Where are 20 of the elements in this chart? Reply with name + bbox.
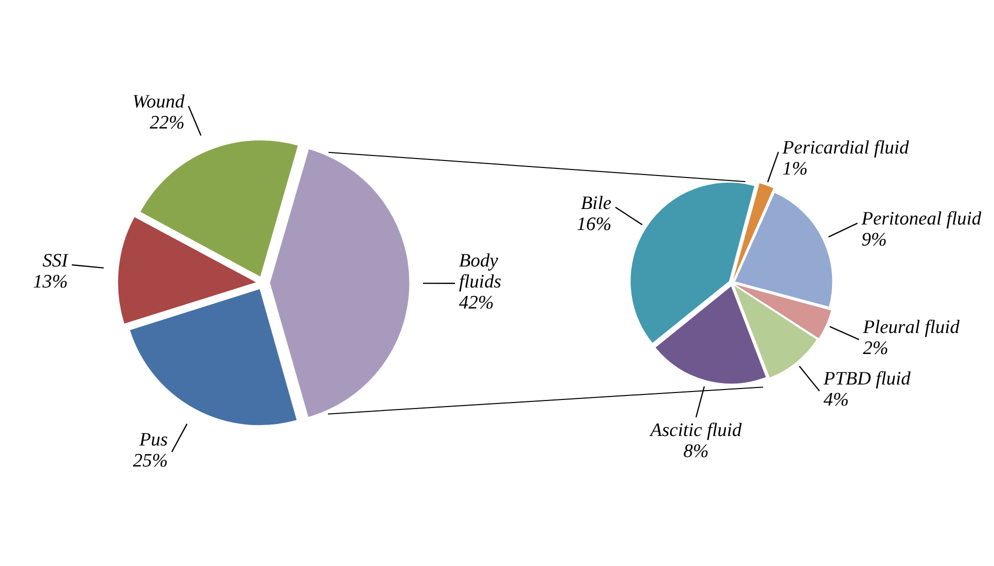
data-label: 4% <box>823 390 849 411</box>
slice-label: Pericardial fluid <box>781 137 910 158</box>
data-label: 9% <box>861 230 887 251</box>
slice-label: Ascitic fluid <box>648 420 742 441</box>
data-label: 1% <box>782 158 808 180</box>
data-label: 2% <box>862 338 888 360</box>
slice-label: Peritoneal fluid <box>860 208 982 230</box>
data-label: 13% <box>33 271 68 292</box>
slice-label: Pleural fluid <box>862 317 960 338</box>
data-label: 42% <box>459 292 494 314</box>
slice-label: PTBD fluid <box>822 368 912 390</box>
data-label: 16% <box>576 214 612 235</box>
slice-label: SSI <box>42 250 70 272</box>
slice-label: Pus <box>138 429 168 450</box>
data-label: 22% <box>150 112 185 134</box>
slice-label: Wound <box>132 92 186 113</box>
data-label: 8% <box>683 440 709 462</box>
slice-label: Bile <box>580 192 612 214</box>
slice-label: Body fluids <box>459 250 502 292</box>
data-label: 25% <box>132 450 168 472</box>
